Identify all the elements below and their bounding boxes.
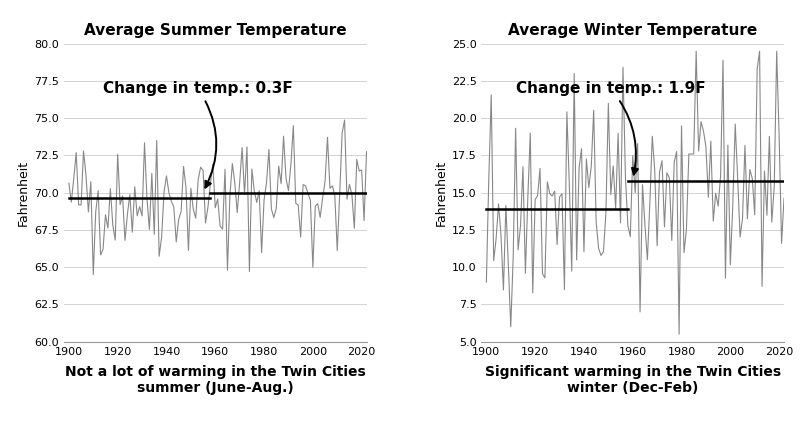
Text: Change in temp.: 0.3F: Change in temp.: 0.3F <box>103 81 293 187</box>
Y-axis label: Fahrenheit: Fahrenheit <box>434 160 447 226</box>
Text: Change in temp.: 1.9F: Change in temp.: 1.9F <box>516 81 706 174</box>
Y-axis label: Fahrenheit: Fahrenheit <box>17 160 30 226</box>
X-axis label: Not a lot of warming in the Twin Cities
summer (June-Aug.): Not a lot of warming in the Twin Cities … <box>65 365 366 395</box>
Title: Average Summer Temperature: Average Summer Temperature <box>84 24 346 39</box>
Title: Average Winter Temperature: Average Winter Temperature <box>508 24 758 39</box>
X-axis label: Significant warming in the Twin Cities
winter (Dec-Feb): Significant warming in the Twin Cities w… <box>485 365 781 395</box>
